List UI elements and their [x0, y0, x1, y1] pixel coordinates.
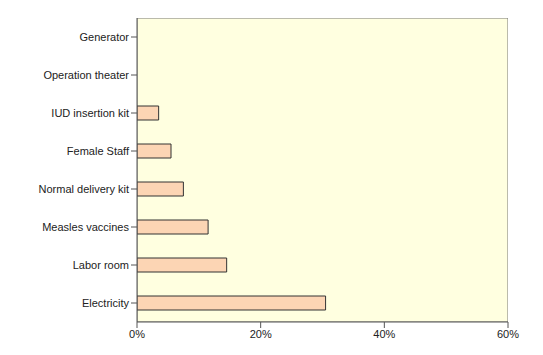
svg-text:Labor room: Labor room — [73, 259, 129, 271]
svg-text:20%: 20% — [250, 328, 272, 340]
svg-text:Electricity: Electricity — [82, 297, 130, 309]
svg-text:Female Staff: Female Staff — [67, 145, 130, 157]
svg-text:60%: 60% — [497, 328, 519, 340]
svg-text:0%: 0% — [129, 328, 145, 340]
svg-text:Measles vaccines: Measles vaccines — [42, 221, 129, 233]
svg-text:Generator: Generator — [79, 31, 129, 43]
svg-text:IUD insertion kit: IUD insertion kit — [51, 107, 129, 119]
svg-text:Normal delivery kit: Normal delivery kit — [39, 183, 129, 195]
svg-text:Operation theater: Operation theater — [43, 69, 129, 81]
svg-text:40%: 40% — [373, 328, 395, 340]
